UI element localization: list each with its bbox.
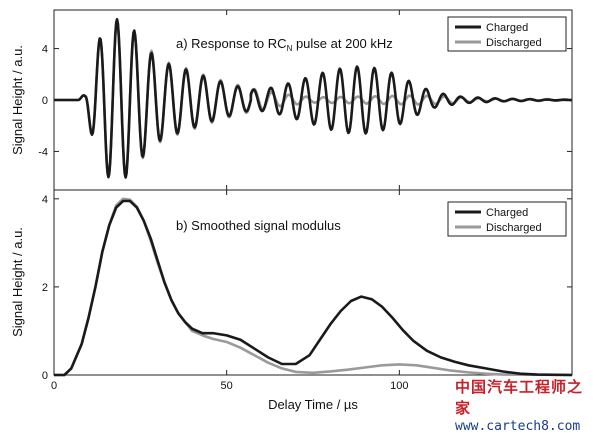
panel-b-ytick-label: 4	[42, 194, 48, 206]
panel-b-ytick-label: 2	[42, 282, 48, 294]
panel-a-legend-label-charged: Charged	[486, 22, 528, 34]
panel-b-frame	[53, 189, 573, 376]
panel-a-title-main: a) Response to RC	[176, 36, 287, 51]
panel-b-legend: Charged Discharged	[447, 201, 567, 237]
panel-b-ylabel: Signal Height / a.u.	[10, 227, 25, 337]
watermark-chinese-text: 中国汽车工程师之家	[455, 378, 584, 417]
panel-a-title-suffix: pulse at 200 kHz	[292, 36, 392, 51]
panel-b-ticks: 0 2 4	[42, 190, 573, 382]
panel-a-legend-box	[447, 16, 567, 52]
panel-b-series	[54, 197, 573, 377]
panel-b-ytick-label: 0	[42, 370, 48, 382]
watermark-url: www.cartech8.com	[455, 419, 581, 434]
x-tick-label: 100	[390, 380, 408, 392]
watermark: 中国汽车工程师之家 www.cartech8.com	[455, 376, 595, 434]
panel-a-ytick-label: 0	[42, 95, 48, 107]
panel-b-legend-box	[447, 201, 567, 237]
panel-a-series-charged-line	[54, 18, 573, 179]
panel-a-ytick-label: 4	[42, 44, 48, 56]
panel-a-series	[54, 18, 573, 179]
panel-a-legend: Charged Discharged	[447, 16, 567, 52]
panel-b-series-charged-line	[54, 199, 573, 377]
panel-a-legend-label-discharged: Discharged	[486, 37, 542, 49]
panel-b-legend-label-discharged: Discharged	[486, 222, 542, 234]
panel-a-ylabel: Signal Height / a.u.	[10, 45, 25, 155]
panel-a-title-subscript: N	[287, 44, 293, 53]
panel-a-ytick-label: -4	[38, 146, 48, 158]
x-axis-label: Delay Time / µs	[268, 397, 358, 412]
x-tick-label: 50	[221, 380, 233, 392]
figure: -4 0 4 a) Response to RCN pulse at 200 kHz…	[10, 9, 573, 412]
panel-a: -4 0 4 a) Response to RCN pulse at 200 kHz…	[10, 9, 573, 191]
panel-a-title: a) Response to RCN pulse at 200 kHz	[176, 36, 393, 53]
panel-b-title: b) Smoothed signal modulus	[176, 218, 341, 233]
panel-b: 0 2 4 b) Smoothed signal modulus Signal He…	[10, 189, 573, 382]
panel-b-legend-label-charged: Charged	[486, 207, 528, 219]
x-tick-label: 0	[51, 380, 57, 392]
x-axis: 0 50 100	[51, 380, 409, 392]
